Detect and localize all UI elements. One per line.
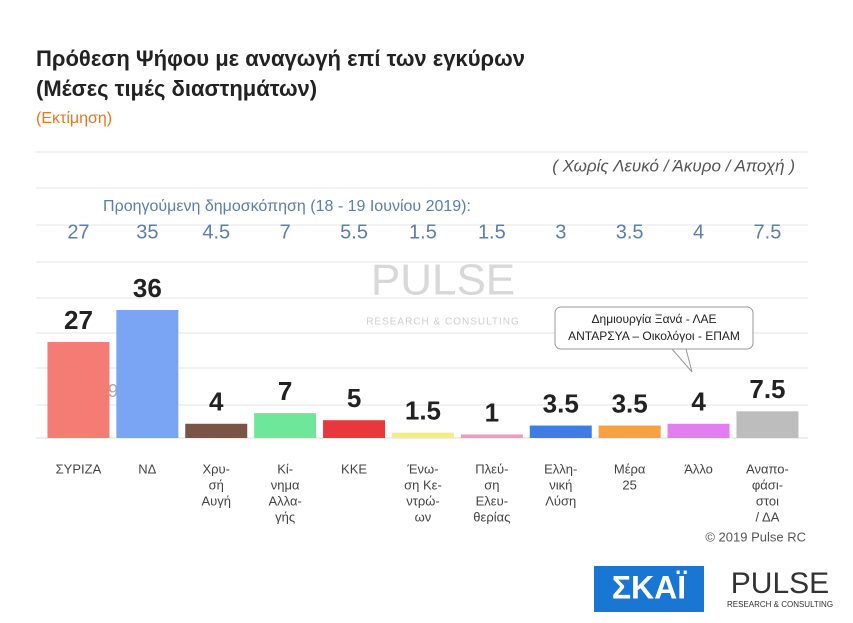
bar — [323, 420, 386, 438]
previous-value: 4 — [693, 221, 704, 243]
pulse-logo: PULSE — [731, 567, 829, 600]
x-tick-label: Μέρα — [614, 461, 646, 476]
x-tick-label: γής — [275, 509, 295, 524]
x-tick-label: 25 — [622, 477, 636, 492]
value-label: 7 — [278, 376, 292, 406]
previous-label: Προηγούμενη δημοσκόπηση (18 - 19 Ιουνίου… — [103, 198, 471, 215]
x-tick-label: ΝΔ — [138, 461, 156, 476]
x-tick-label: / ΔΑ — [756, 509, 780, 524]
x-tick-label: Ελλη- — [544, 461, 577, 476]
value-label: 3.5 — [612, 388, 648, 418]
x-tick-label: Άλλο — [684, 461, 713, 476]
previous-value: 1.5 — [478, 221, 506, 243]
value-label: 27 — [64, 305, 93, 335]
bar — [116, 310, 179, 438]
bar — [391, 432, 454, 438]
previous-value: 3.5 — [616, 221, 644, 243]
callout: Δημιουργία Ξανά - ΛΑΕ ΑΝΤΑΡΣΥΑ – Οικολόγ… — [554, 306, 754, 373]
bar — [185, 423, 248, 438]
x-tick-label: στοι — [756, 493, 779, 508]
x-tick-label: φάσι- — [752, 477, 783, 492]
note: ( Χωρίς Λευκό / Άκυρο / Αποχή ) — [552, 156, 795, 175]
x-tick-label: Λύση — [545, 493, 576, 508]
x-tick-label: ων — [415, 509, 432, 524]
skai-logo-text: ΣΚΑΪ — [612, 569, 687, 605]
x-tick-label: Αναπο- — [746, 461, 789, 476]
value-label: 4 — [209, 387, 224, 417]
previous-value: 4.5 — [202, 221, 230, 243]
value-label: 3.5 — [543, 388, 579, 418]
callout-pointer — [670, 348, 693, 373]
previous-value: 1.5 — [409, 221, 437, 243]
copyright: © 2019 Pulse RC — [705, 529, 806, 544]
previous-value: 7 — [280, 221, 291, 243]
bar — [254, 413, 317, 438]
value-label: 1.5 — [405, 396, 441, 426]
x-tick-label: Αλλα- — [268, 493, 301, 508]
x-tick-label: νική — [549, 477, 572, 492]
x-tick-label: Αυγή — [201, 493, 231, 508]
bar — [736, 411, 799, 438]
callout-box — [554, 306, 754, 350]
bar — [47, 342, 110, 438]
bar — [460, 434, 523, 438]
x-tick-label: Ελευ- — [476, 493, 508, 508]
subtitle: (Εκτίμηση) — [36, 110, 112, 127]
title: Πρόθεση Ψήφου με αναγωγή επί των εγκύρων — [36, 46, 525, 71]
x-tick-label: Χρυ- — [202, 461, 230, 476]
value-label: 4 — [691, 387, 706, 417]
previous-value: 35 — [136, 221, 158, 243]
callout-text: ΑΝΤΑΡΣΥΑ – Οικολόγοι - ΕΠΑΜ — [568, 329, 740, 343]
x-tick-label: ΣΥΡΙΖΑ — [56, 461, 102, 476]
x-tick-label: Πλεύ- — [475, 461, 508, 476]
value-label: 36 — [133, 273, 162, 303]
skai-logo — [594, 566, 704, 612]
value-label: 5 — [347, 383, 361, 413]
x-tick-label: Κί- — [277, 461, 293, 476]
watermark: PULSE — [371, 256, 515, 305]
previous-value: 5.5 — [340, 221, 368, 243]
x-tick-label: Ένω- — [406, 461, 438, 476]
previous-value: 27 — [67, 221, 89, 243]
bar — [529, 425, 592, 438]
x-tick-label: ση — [484, 477, 499, 492]
title: (Μέσες τιμές διαστημάτων) — [36, 76, 317, 101]
callout-text: Δημιουργία Ξανά - ΛΑΕ — [592, 312, 717, 326]
bar — [598, 425, 661, 438]
x-tick-label: ΚΚΕ — [341, 461, 367, 476]
value-label: 7.5 — [749, 374, 785, 404]
x-tick-label: ση Κε- — [404, 477, 442, 492]
value-label: 1 — [485, 397, 499, 427]
x-tick-label: σή — [209, 477, 224, 492]
previous-value: 3 — [555, 221, 566, 243]
bar — [667, 423, 730, 438]
x-tick-label: ντρώ- — [406, 493, 440, 508]
previous-value: 7.5 — [754, 221, 782, 243]
x-tick-label: νημα — [271, 477, 300, 492]
watermark: RESEARCH & CONSULTING — [366, 317, 520, 328]
pulse-logo-sub: RESEARCH & CONSULTING — [727, 600, 833, 609]
x-tick-label: θερίας — [473, 509, 510, 524]
